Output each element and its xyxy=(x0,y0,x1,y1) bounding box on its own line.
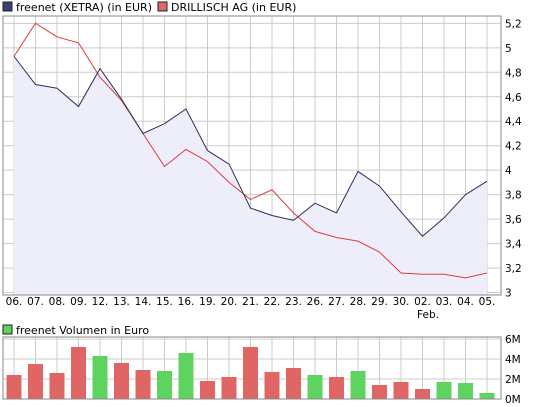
volume-bar xyxy=(458,383,473,399)
volume-y-tick-label: 4M xyxy=(505,354,521,366)
x-tick-label: 20. xyxy=(221,296,238,308)
volume-plot-frame xyxy=(2,336,502,400)
price-y-tick-label: 4,4 xyxy=(505,116,522,128)
legend-label-drillisch: DRILLISCH AG (in EUR) xyxy=(171,1,296,14)
volume-bar xyxy=(71,347,86,399)
x-tick-label: 29. xyxy=(371,296,388,308)
volume-y-tick-label: 2M xyxy=(505,374,521,386)
price-y-tick-label: 4,8 xyxy=(505,67,522,79)
x-tick-label: 28. xyxy=(350,296,367,308)
price-y-tick-label: 4 xyxy=(505,165,512,177)
x-tick-label: 04. xyxy=(457,296,474,308)
drillisch-price-line xyxy=(13,22,488,279)
x-tick-label: 08. xyxy=(49,296,66,308)
volume-plot-area xyxy=(2,336,502,400)
volume-bar xyxy=(114,363,129,399)
price-y-tick-label: 3,2 xyxy=(505,263,522,275)
legend-swatch-freenet xyxy=(2,1,13,12)
volume-bar xyxy=(393,382,409,399)
volume-bar xyxy=(6,375,22,399)
price-legend: freenet (XETRA) (in EUR) DRILLISCH AG (i… xyxy=(2,1,296,14)
volume-bar xyxy=(415,389,430,399)
price-y-axis: 3 3,2 3,4 3,6 3,8 4 4,2 4,4 4,6 4,8 5 5,2 xyxy=(505,18,522,299)
x-tick-label: 21. xyxy=(242,296,259,308)
x-tick-label: 12. xyxy=(92,296,109,308)
volume-bar xyxy=(329,377,344,399)
x-tick-label: 03. xyxy=(436,296,453,308)
volume-bars xyxy=(6,347,495,399)
price-y-tick-label: 5 xyxy=(505,43,512,55)
volume-bar xyxy=(436,382,452,399)
volume-bar xyxy=(135,370,151,399)
price-y-tick-label: 3,8 xyxy=(505,190,522,202)
x-tick-label: 15. xyxy=(156,296,173,308)
price-plot-area xyxy=(2,15,502,296)
volume-y-axis: 0M 2M 4M 6M xyxy=(505,334,521,406)
volume-bar xyxy=(200,381,215,399)
x-tick-label: 27. xyxy=(328,296,345,308)
legend-label-volume: freenet Volumen in Euro xyxy=(16,324,149,337)
volume-bar xyxy=(350,371,366,399)
price-plot-frame xyxy=(2,15,502,296)
date-x-axis: 06. 07. 08. 09. 12. 13. 14. 15. 16. 19. 20. 21. 22. 2… xyxy=(6,296,496,308)
volume-bar xyxy=(157,371,172,399)
freenet-price-line xyxy=(13,56,488,237)
x-tick-label: 09. xyxy=(70,296,87,308)
x-tick-label: 02. xyxy=(414,296,431,308)
x-tick-label: 14. xyxy=(135,296,152,308)
x-tick-label: 05. xyxy=(479,296,496,308)
volume-bar xyxy=(479,393,495,399)
x-tick-label: 06. xyxy=(6,296,23,308)
price-y-tick-label: 5,2 xyxy=(505,18,522,30)
price-y-tick-label: 4,2 xyxy=(505,141,522,153)
x-tick-label: 07. xyxy=(27,296,44,308)
volume-bar xyxy=(221,377,237,399)
volume-bar xyxy=(243,347,258,399)
volume-bar xyxy=(92,356,108,399)
x-tick-label: 19. xyxy=(199,296,216,308)
volume-bar xyxy=(49,373,65,399)
price-y-tick-label: 3 xyxy=(505,288,512,300)
volume-legend: freenet Volumen in Euro xyxy=(2,324,149,337)
price-y-tick-label: 3,4 xyxy=(505,239,522,251)
volume-bar xyxy=(372,385,387,399)
legend-label-freenet: freenet (XETRA) (in EUR) xyxy=(16,1,152,14)
volume-bar xyxy=(28,364,43,399)
legend-swatch-volume xyxy=(2,324,13,335)
volume-y-tick-label: 0M xyxy=(505,394,521,406)
x-tick-label: 23. xyxy=(285,296,302,308)
freenet-area-fill xyxy=(14,56,487,296)
legend-swatch-drillisch xyxy=(157,1,168,12)
x-tick-label: 13. xyxy=(113,296,130,308)
volume-bar xyxy=(264,372,280,399)
volume-bar xyxy=(178,353,194,399)
volume-y-tick-label: 6M xyxy=(505,334,521,346)
volume-bar xyxy=(307,375,323,399)
x-tick-label: 22. xyxy=(264,296,281,308)
x-tick-label: 26. xyxy=(307,296,324,308)
x-tick-label: 16. xyxy=(178,296,195,308)
month-label: Feb. xyxy=(417,309,439,321)
x-tick-label: 30. xyxy=(393,296,410,308)
price-y-tick-label: 3,6 xyxy=(505,214,522,226)
volume-bar xyxy=(286,368,301,399)
price-y-tick-label: 4,6 xyxy=(505,92,522,104)
